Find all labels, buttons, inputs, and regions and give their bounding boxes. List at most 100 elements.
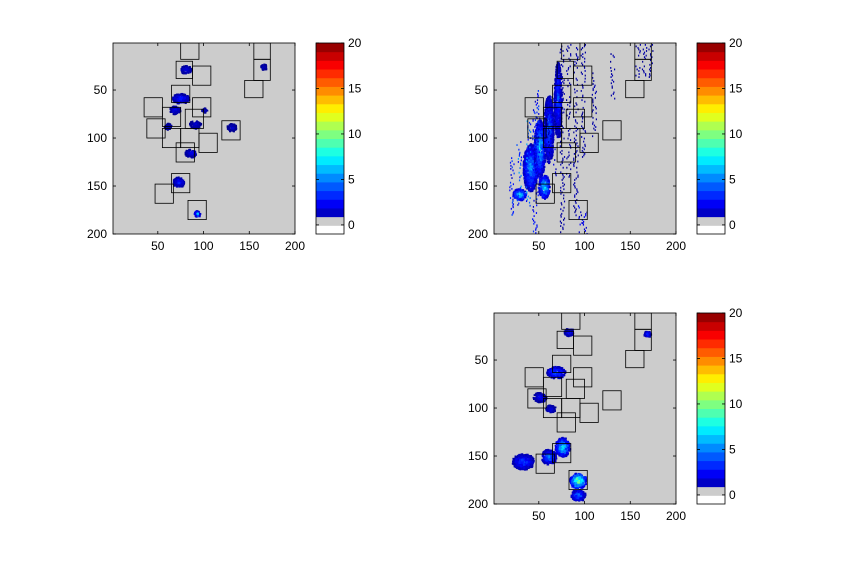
heat-cell <box>538 177 540 180</box>
heat-cell <box>537 136 540 138</box>
heat-cell <box>561 448 564 451</box>
heat-cell <box>576 199 578 201</box>
heat-cell <box>547 114 551 116</box>
heat-cell <box>538 126 541 129</box>
heat-cell <box>536 149 538 152</box>
heat-cell <box>558 85 561 88</box>
heat-cell <box>511 201 514 204</box>
heat-cell <box>575 214 577 217</box>
heat-cell <box>526 198 529 201</box>
heat-cell <box>547 130 550 133</box>
heat-cell <box>535 132 538 135</box>
heat-cell <box>552 154 554 157</box>
heat-cell <box>583 140 585 143</box>
heat-cell <box>561 191 563 194</box>
colorbar-segment <box>697 225 725 235</box>
heat-cell <box>649 70 652 72</box>
heat-cell <box>526 178 530 181</box>
heat-cell <box>592 89 594 92</box>
heat-cell <box>637 47 639 49</box>
heat-cell <box>556 133 559 136</box>
heat-cell <box>529 148 532 152</box>
heat-cell <box>649 63 651 66</box>
heat-cell <box>559 145 561 148</box>
heat-cell <box>613 91 615 94</box>
heat-cell <box>567 68 569 71</box>
heat-cell <box>573 205 575 208</box>
heat-cell <box>535 175 537 178</box>
heat-cell <box>567 79 569 82</box>
heat-cell <box>181 183 184 186</box>
heat-cell <box>558 66 560 70</box>
heat-cell <box>576 188 578 191</box>
colorbar-tick-label: 0 <box>348 218 355 232</box>
heat-cell <box>555 446 558 449</box>
heat-cell <box>554 365 557 368</box>
heat-cell <box>558 82 561 85</box>
colorbar-segment <box>316 216 344 226</box>
heat-cell <box>528 201 531 204</box>
heat-cell <box>542 159 545 162</box>
heat-cell <box>560 202 562 204</box>
heat-cell <box>530 167 533 170</box>
heat-cell <box>537 108 540 111</box>
heat-cell <box>582 96 584 98</box>
heat-cell <box>543 193 546 196</box>
heat-cell <box>533 181 535 184</box>
heat-cell <box>548 95 551 98</box>
heat-cell <box>540 174 543 178</box>
heat-cell <box>527 160 530 163</box>
heat-cell <box>179 110 182 113</box>
heat-cell <box>559 375 562 379</box>
heat-cell <box>553 100 557 103</box>
heat-cell <box>582 111 584 114</box>
heat-cell <box>527 148 529 150</box>
heat-cell <box>547 109 551 113</box>
heat-cell <box>546 156 549 160</box>
heat-cell <box>582 86 584 89</box>
heat-cell <box>544 184 547 187</box>
heat-cell <box>196 121 199 124</box>
heat-cell <box>560 84 562 88</box>
heat-cell <box>559 51 561 54</box>
colorbar-segment <box>316 43 344 53</box>
heat-cell <box>641 68 644 71</box>
heat-cell <box>526 164 529 167</box>
heat-cell <box>552 140 555 143</box>
heat-cell <box>559 98 561 101</box>
heat-cell <box>639 43 641 46</box>
colorbar-segment <box>316 112 344 122</box>
heat-cell <box>174 100 177 103</box>
heat-cell <box>562 157 564 160</box>
heat-cell <box>559 105 563 108</box>
heat-cell <box>535 170 538 173</box>
heat-cell <box>646 47 648 49</box>
heat-cell <box>542 161 544 164</box>
heat-cell <box>189 70 192 74</box>
heat-cell <box>515 188 518 192</box>
heat-cell <box>539 135 542 138</box>
heat-cell <box>533 183 536 186</box>
heat-cell <box>233 124 235 127</box>
heat-cell <box>583 45 586 48</box>
heat-cell <box>585 214 587 217</box>
heatmap-content <box>511 313 653 502</box>
heat-cell <box>539 173 542 176</box>
colorbar-tick-label: 5 <box>348 172 355 186</box>
heat-cell <box>551 152 554 155</box>
heat-cell <box>540 167 544 170</box>
heat-cell <box>578 206 580 209</box>
heat-cell <box>595 107 597 110</box>
heat-cell <box>560 57 562 60</box>
heat-cell <box>519 151 521 154</box>
heat-cell <box>518 198 522 201</box>
heat-cell <box>536 224 538 227</box>
heat-cell <box>547 136 549 139</box>
heat-cell <box>577 205 580 208</box>
heat-cell <box>543 396 546 399</box>
heat-cell <box>540 141 544 144</box>
heat-cell <box>567 442 571 446</box>
heat-cell <box>532 135 534 138</box>
heat-cell <box>574 195 576 198</box>
heat-cell <box>176 179 179 182</box>
